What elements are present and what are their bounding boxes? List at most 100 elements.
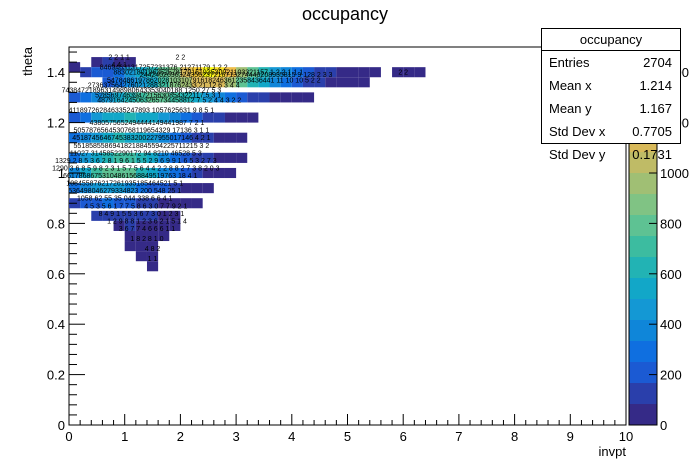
cell-value-label: 4 8 2 [145,246,161,253]
heatmap-cell [113,210,125,221]
color-scale-band [629,362,657,383]
color-scale-band [629,215,657,236]
heatmap-cell [191,132,203,143]
color-scale-band [629,236,657,257]
heatmap-cell [135,112,147,123]
heatmap-cell [158,112,170,123]
x-tick-label: 10 [619,429,633,444]
heatmap-cell [146,183,159,194]
heatmap-cell [91,57,103,68]
cell-value-label: 66178686753104861568849519763 18 4 1 [63,173,197,180]
heatmap-cell [135,210,147,221]
heatmap-cell [146,167,159,179]
heatmap-cell [236,67,248,78]
heatmap-cell [102,57,114,68]
heatmap-cell [158,152,170,163]
heatmap-cell [146,132,159,143]
heatmap-cell [146,261,159,272]
heatmap-cell [258,92,270,103]
heatmap-cell [69,112,81,123]
stats-value: 0.1731 [632,147,672,162]
heatmap-cell [69,62,81,73]
heatmap-cell [146,92,159,103]
x-axis-label: invpt [599,444,627,459]
heatmap-cell [291,67,303,78]
cell-value-label: 1 8 2 8 1 0 [130,236,163,243]
heatmap-cell [258,77,270,88]
heatmap-cell [202,152,214,163]
heatmap-cell [69,183,81,194]
heatmap-cell [113,57,125,68]
heatmap-cell [180,92,192,103]
heatmap-cell [358,77,370,88]
color-scale-tick-label: 600 [660,267,682,282]
y-tick-label: 1 [58,166,65,181]
heatmap-cell [80,167,92,179]
heatmap-cell [202,77,214,88]
heatmap-cell [314,67,326,78]
stats-box: occupancy Entries 2704 Mean x 1.214 Mean… [541,28,681,162]
heatmap-cell [191,77,203,88]
heatmap-cell [369,67,381,78]
heatmap-cell [191,152,203,163]
heatmap-cell [146,112,159,123]
heatmap-cell [269,67,281,78]
x-tick-label: 8 [511,429,518,444]
heatmap-cell [169,152,181,163]
y-tick-label: 0.4 [47,317,65,332]
heatmap-cell [113,220,125,231]
heatmap-cell [102,132,114,143]
heatmap-cell [180,198,192,209]
color-scale-band [629,257,657,278]
heatmap-cell [124,57,136,68]
heatmap-cell [180,152,192,163]
heatmap-cell [113,77,125,88]
heatmap-cell [236,92,248,103]
heatmap-cell [169,67,181,78]
heatmap-cell [124,167,136,179]
stats-label: Mean x [549,78,592,93]
x-tick-label: 9 [567,429,574,444]
heatmap-cell [280,77,292,88]
y-tick-label: 0.8 [47,216,65,231]
heatmap-cell [91,112,103,123]
heatmap-cell [224,77,237,88]
color-scale-band [629,194,657,215]
heatmap-cell [202,167,214,179]
heatmap-cell [124,112,136,123]
heatmap-cell [135,220,147,231]
heatmap-cell [102,67,114,78]
cell-value-label: 536498046279334823 200 548 25 1 [68,188,181,195]
heatmap-cell [180,132,192,143]
heatmap-cell [135,167,147,179]
heatmap-cell [336,77,348,88]
heatmap-cell [80,67,92,78]
heatmap-cell [91,67,103,78]
color-scale-tick-label: 1000 [660,166,689,181]
heatmap-cell [91,92,103,103]
heatmap-cell [102,77,114,88]
heatmap-cell [102,92,114,103]
cell-value-label: 3 6 7 7 4 6 6 6 1 1 [119,226,176,233]
color-scale-band [629,278,657,299]
stats-row-mean-y: Mean y 1.167 [542,97,680,120]
heatmap-cell [102,152,114,163]
heatmap-cell [135,77,147,88]
heatmap-cell [202,92,214,103]
stats-row-std-dev-y: Std Dev y 0.1731 [542,143,680,166]
heatmap-cell [302,77,315,88]
heatmap-cell [135,132,147,143]
heatmap-cell [91,183,103,194]
stats-label: Std Dev x [549,124,606,139]
heatmap-cell [146,241,159,252]
chart-title: occupancy [302,4,388,24]
heatmap-cell [180,67,192,78]
heatmap-cell [158,77,170,88]
heatmap-cell [124,210,136,221]
heatmap-cell [113,112,125,123]
heatmap-cell [325,67,337,78]
heatmap-cell [269,92,281,103]
color-scale-tick-label: 0 [660,418,667,433]
